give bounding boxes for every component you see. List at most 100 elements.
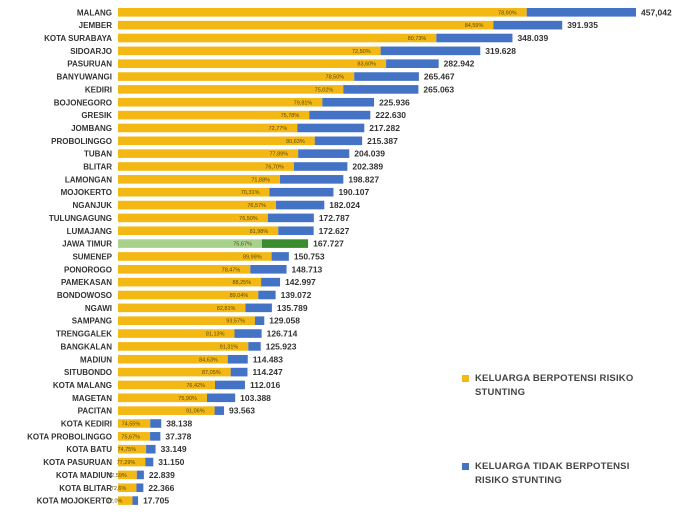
category-label-kota-malang: KOTA MALANG bbox=[53, 381, 112, 390]
category-label-ngawi: NGAWI bbox=[85, 304, 112, 313]
bar-tidak-berpotensi-sumenep bbox=[272, 252, 289, 261]
percent-label-situbondo: 87,05% bbox=[202, 370, 221, 376]
category-label-bondowoso: BONDOWOSO bbox=[57, 291, 112, 300]
total-label-situbondo: 114.247 bbox=[252, 367, 283, 377]
bar-tidak-berpotensi-lumajang bbox=[278, 226, 313, 235]
bar-tidak-berpotensi-ngawi bbox=[245, 304, 271, 313]
total-label-ngawi: 135.789 bbox=[277, 303, 308, 313]
percent-label-magetan: 75,90% bbox=[178, 396, 197, 402]
bar-berpotensi-jember bbox=[118, 21, 493, 30]
total-label-jombang: 217.282 bbox=[369, 123, 400, 133]
legend-label-tidak-berpotensi: KELUARGA TIDAK BERPOTENSI RISIKO STUNTIN… bbox=[475, 460, 630, 488]
total-label-sampang: 129.058 bbox=[269, 316, 300, 326]
legend-item-tidak-berpotensi: KELUARGA TIDAK BERPOTENSI RISIKO STUNTIN… bbox=[462, 460, 672, 488]
percent-label-lumajang: 81,98% bbox=[250, 229, 269, 235]
bar-tidak-berpotensi-pasuruan bbox=[386, 59, 439, 68]
total-label-ponorogo: 148.713 bbox=[292, 264, 323, 274]
total-label-lamongan: 198.827 bbox=[348, 174, 379, 184]
category-label-gresik: GRESIK bbox=[81, 111, 112, 120]
category-label-bojonegoro: BOJONEGORO bbox=[54, 98, 112, 107]
category-label-tulungagung: TULUNGAGUNG bbox=[49, 214, 112, 223]
legend-label-berpotensi: KELUARGA BERPOTENSI RISIKO STUNTING bbox=[475, 372, 633, 400]
category-label-jombang: JOMBANG bbox=[71, 124, 112, 133]
bar-berpotensi-kota-surabaya bbox=[118, 34, 436, 43]
percent-label-kota-surabaya: 80,73% bbox=[408, 36, 427, 42]
category-label-kota-mojokerto: KOTA MOJOKERTO bbox=[37, 497, 112, 506]
bar-tidak-berpotensi-banyuwangi bbox=[354, 72, 419, 81]
category-label-lamongan: LAMONGAN bbox=[65, 175, 112, 184]
percent-label-kota-malang: 76,42% bbox=[186, 383, 205, 389]
category-label-jember: JEMBER bbox=[79, 21, 113, 30]
legend-swatch-tidak-berpotensi bbox=[462, 463, 469, 470]
bar-tidak-berpotensi-probolinggo bbox=[315, 137, 362, 146]
category-label-lumajang: LUMAJANG bbox=[67, 227, 112, 236]
percent-label-lamongan: 71,88% bbox=[251, 177, 270, 183]
bar-tidak-berpotensi-kota-batu bbox=[146, 445, 155, 454]
bar-tidak-berpotensi-jombang bbox=[297, 124, 364, 133]
bar-berpotensi-kediri bbox=[118, 85, 343, 94]
percent-label-ponorogo: 78,47% bbox=[222, 267, 241, 273]
bar-berpotensi-bojonegoro bbox=[118, 98, 322, 107]
total-label-bondowoso: 139.072 bbox=[281, 290, 312, 300]
category-label-probolinggo: PROBOLINGGO bbox=[51, 137, 112, 146]
total-label-jawa-timur: 167.727 bbox=[313, 239, 344, 249]
percent-label-bojonegoro: 79,81% bbox=[294, 100, 313, 106]
category-label-tuban: TUBAN bbox=[84, 150, 112, 159]
percent-label-pasuruan: 83,60% bbox=[357, 62, 376, 68]
category-label-situbondo: SITUBONDO bbox=[64, 368, 112, 377]
total-label-banyuwangi: 265.467 bbox=[424, 72, 455, 82]
percent-label-sampang: 93,57% bbox=[226, 319, 245, 325]
percent-label-pacitan: 91,06% bbox=[186, 409, 205, 415]
category-label-sidoarjo: SIDOARJO bbox=[70, 47, 112, 56]
percent-label-bondowoso: 89,04% bbox=[230, 293, 249, 299]
percent-label-trenggalek: 81,13% bbox=[206, 332, 225, 338]
total-label-kota-probolinggo: 37.378 bbox=[165, 431, 191, 441]
total-label-tulungagung: 172.787 bbox=[319, 213, 350, 223]
percent-label-tulungagung: 76,50% bbox=[239, 216, 258, 222]
percent-label-bangkalan: 91,31% bbox=[220, 344, 239, 350]
percent-label-malang: 78,90% bbox=[498, 10, 517, 16]
category-label-bangkalan: BANGKALAN bbox=[60, 342, 112, 351]
percent-label-kota-blitar: 72,6% bbox=[111, 486, 127, 492]
percent-label-kota-batu: 74,75% bbox=[117, 447, 136, 453]
total-label-kota-batu: 33.149 bbox=[161, 444, 187, 454]
total-label-blitar: 202.389 bbox=[352, 162, 383, 172]
total-label-jember: 391.935 bbox=[567, 20, 598, 30]
bar-tidak-berpotensi-nganjuk bbox=[276, 201, 324, 210]
category-label-pamekasan: PAMEKASAN bbox=[61, 278, 112, 287]
total-label-bangkalan: 125.923 bbox=[266, 341, 297, 351]
legend-label-tidak-berpotensi-line1: KELUARGA TIDAK BERPOTENSI bbox=[475, 461, 630, 472]
total-label-gresik: 222.630 bbox=[375, 110, 406, 120]
category-label-malang: MALANG bbox=[77, 8, 112, 17]
percent-label-nganjuk: 76,57% bbox=[247, 203, 266, 209]
total-label-lumajang: 172.627 bbox=[319, 226, 350, 236]
percent-label-kediri: 75,02% bbox=[315, 87, 334, 93]
category-label-mojokerto: MOJOKERTO bbox=[61, 188, 112, 197]
total-label-malang: 457,042 bbox=[641, 7, 672, 17]
total-label-pamekasan: 142.997 bbox=[285, 277, 316, 287]
bar-tidak-berpotensi-kota-mojokerto bbox=[132, 496, 138, 505]
total-label-kota-malang: 112.016 bbox=[250, 380, 281, 390]
percent-label-mojokerto: 70,31% bbox=[241, 190, 260, 196]
total-label-kediri: 265.063 bbox=[423, 84, 454, 94]
percent-label-pamekasan: 88,25% bbox=[232, 280, 251, 286]
category-label-kota-probolinggo: KOTA PROBOLINGGO bbox=[27, 432, 112, 441]
bar-tidak-berpotensi-kota-blitar bbox=[136, 483, 143, 492]
total-label-kota-mojokerto: 17.705 bbox=[143, 496, 169, 506]
total-label-magetan: 103.388 bbox=[240, 393, 271, 403]
category-label-madiun: MADIUN bbox=[80, 355, 112, 364]
category-label-trenggalek: TRENGGALEK bbox=[56, 330, 112, 339]
total-label-kota-kediri: 38.138 bbox=[166, 419, 192, 429]
legend-item-berpotensi: KELUARGA BERPOTENSI RISIKO STUNTING bbox=[462, 372, 672, 400]
bar-tidak-berpotensi-kota-probolinggo bbox=[150, 432, 160, 441]
percent-label-jombang: 72,77% bbox=[269, 126, 288, 132]
legend-label-tidak-berpotensi-line2: RISIKO STUNTING bbox=[475, 475, 562, 486]
category-label-kota-pasuruan: KOTA PASURUAN bbox=[43, 458, 112, 467]
category-label-kota-surabaya: KOTA SURABAYA bbox=[44, 34, 112, 43]
percent-label-kota-madiun: 72,59% bbox=[108, 473, 127, 479]
percent-label-jember: 84,59% bbox=[465, 23, 484, 29]
category-label-jawa-timur: JAWA TIMUR bbox=[62, 240, 112, 249]
category-label-kota-batu: KOTA BATU bbox=[66, 445, 112, 454]
